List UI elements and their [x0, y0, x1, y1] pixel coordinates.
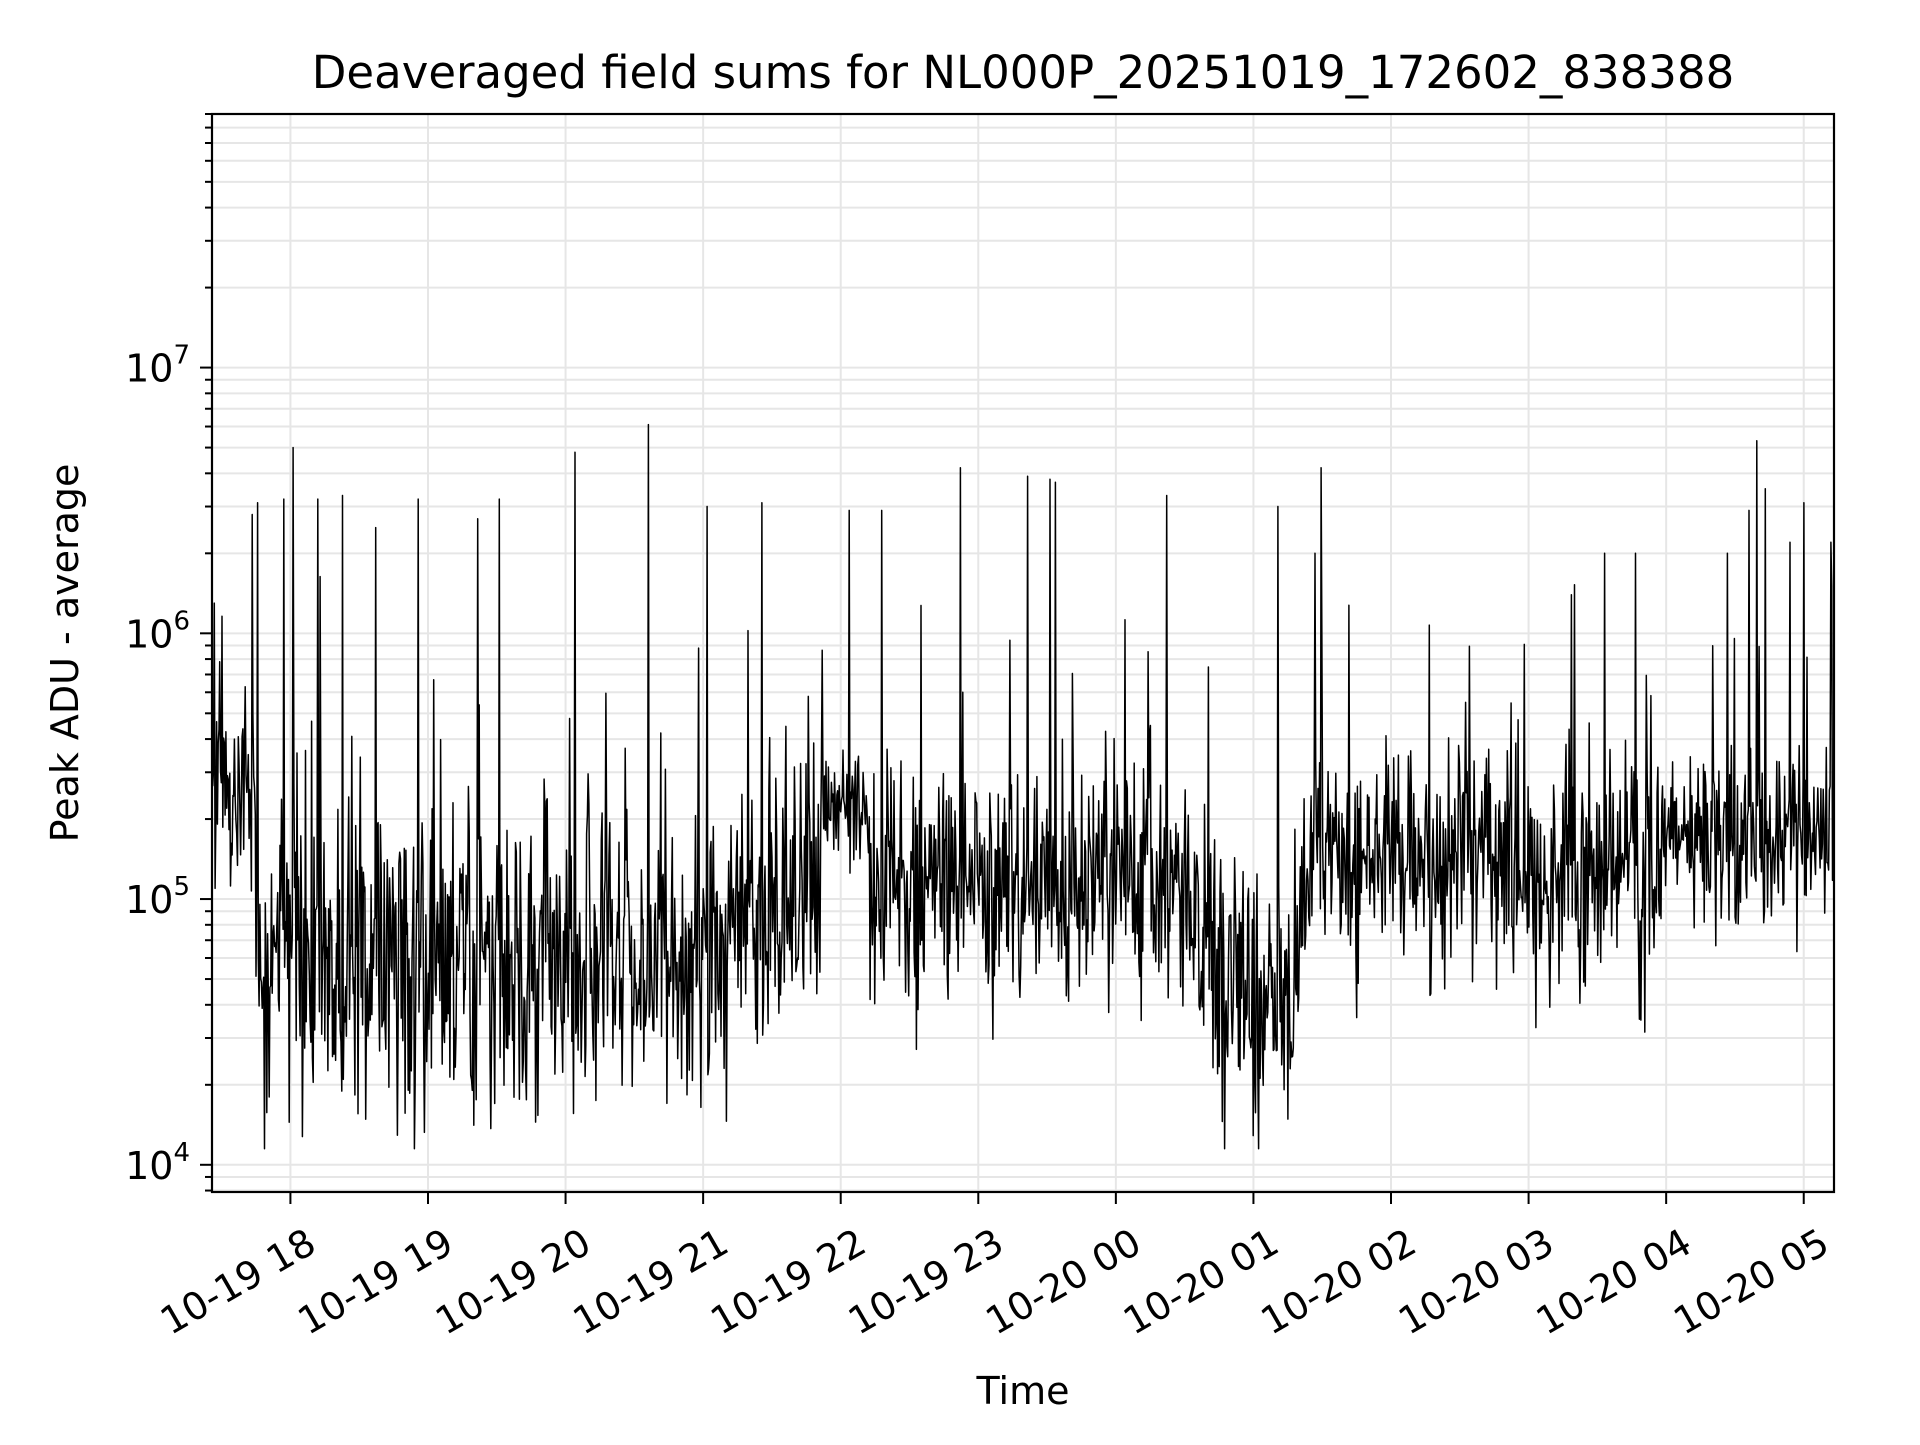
- series-line: [211, 423, 1835, 1150]
- y-axis-label: Peak ADU - average: [43, 464, 87, 843]
- y-tick-label: 106: [125, 606, 190, 656]
- series-line-group: [211, 423, 1835, 1150]
- plot-frame: [210, 112, 1836, 1194]
- x-axis-label: Time: [976, 1369, 1070, 1413]
- chart-title: Deaveraged field sums for NL000P_2025101…: [312, 46, 1734, 99]
- y-tick-label: 105: [125, 872, 190, 922]
- y-tick-label: 104: [125, 1138, 190, 1188]
- y-tick-label: 107: [125, 341, 190, 391]
